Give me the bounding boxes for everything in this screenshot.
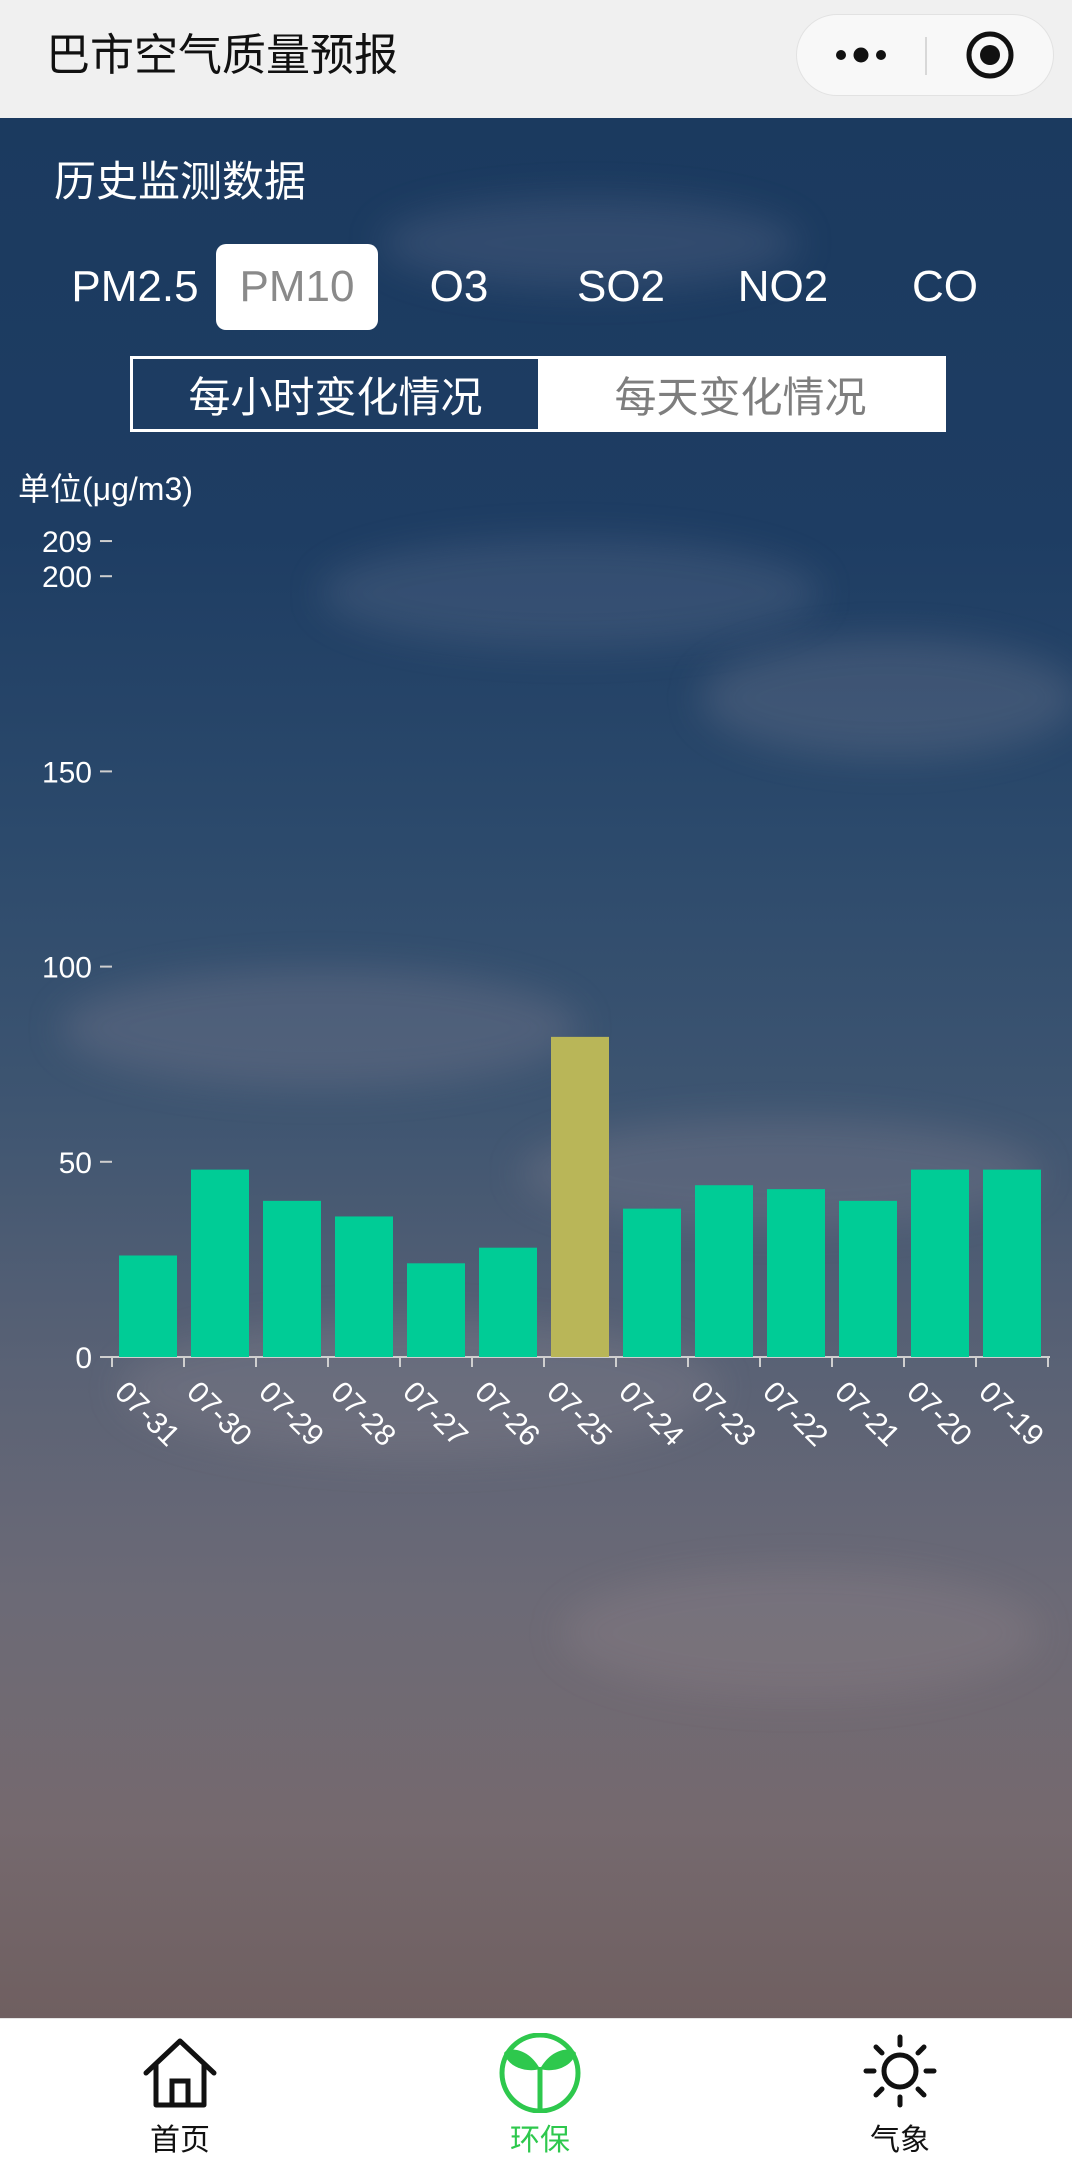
x-tick-label: 07-31 — [108, 1375, 186, 1453]
x-tick-label: 07-20 — [900, 1375, 978, 1453]
x-tick-label: 07-30 — [180, 1375, 258, 1453]
tabbar-label-env: 环保 — [510, 2123, 570, 2158]
section-title: 历史监测数据 — [54, 157, 307, 206]
bar-07-28 — [335, 1216, 393, 1357]
chart-unit-label: 单位(μg/m3) — [18, 471, 193, 507]
bar-07-22 — [767, 1189, 825, 1357]
tabbar-item-env[interactable]: 环保 — [440, 2019, 640, 2172]
more-dots-icon[interactable] — [797, 15, 925, 95]
period-switch: 每小时变化情况 每天变化情况 — [130, 356, 946, 432]
y-tick-label: 50 — [59, 1147, 92, 1180]
y-tick-label: 100 — [42, 952, 92, 985]
tab-pm25[interactable]: PM2.5 — [71, 262, 199, 311]
target-icon[interactable] — [927, 15, 1053, 95]
x-tick-label: 07-28 — [324, 1375, 402, 1453]
tabbar-label-weather: 气象 — [870, 2123, 930, 2158]
sprout-icon — [499, 2033, 581, 2113]
x-tick-label: 07-29 — [252, 1375, 330, 1453]
y-tick-label: 200 — [42, 561, 92, 594]
tab-pm10[interactable]: PM10 — [216, 244, 378, 330]
y-tick-label: 209 — [42, 526, 92, 559]
bar-07-26 — [479, 1247, 537, 1357]
home-icon — [143, 2038, 217, 2108]
tab-no2[interactable]: NO2 — [737, 262, 829, 311]
top-nav-bar: 巴市空气质量预报 — [0, 0, 1072, 118]
tabbar-label-home: 首页 — [150, 2123, 210, 2158]
x-tick-label: 07-26 — [468, 1375, 546, 1453]
capsule-divider — [925, 37, 927, 75]
tabbar-item-home[interactable]: 首页 — [80, 2019, 280, 2172]
pm10-bar-chart: 单位(μg/m3) 0 50 100 150 200 209 07-31 07-30 07-29… — [0, 118, 1072, 2018]
x-tick-label: 07-19 — [972, 1375, 1050, 1453]
bar-07-20 — [911, 1169, 969, 1357]
hourly-toggle[interactable]: 每小时变化情况 — [188, 372, 483, 422]
bar-07-31 — [119, 1255, 177, 1357]
bar-07-19 — [983, 1169, 1041, 1357]
x-tick-label: 07-24 — [612, 1375, 690, 1453]
sun-icon — [863, 2034, 937, 2108]
y-tick-label: 150 — [42, 756, 92, 789]
bar-07-30 — [191, 1169, 249, 1357]
y-tick-label: 0 — [75, 1342, 92, 1375]
bar-07-23 — [695, 1185, 753, 1357]
x-tick-label: 07-21 — [828, 1375, 906, 1453]
tab-o3[interactable]: O3 — [429, 262, 489, 311]
tabbar-item-weather[interactable]: 气象 — [800, 2019, 1000, 2172]
daily-toggle[interactable]: 每天变化情况 — [538, 359, 943, 429]
bar-07-27 — [407, 1263, 465, 1357]
bar-07-21 — [839, 1200, 897, 1357]
bar-07-29 — [263, 1200, 321, 1357]
bottom-tab-bar: 首页 环保 — [0, 2018, 1072, 2172]
tab-so2[interactable]: SO2 — [576, 262, 666, 311]
bar-07-25 — [551, 1036, 609, 1357]
bar-07-24 — [623, 1208, 681, 1357]
x-tick-label: 07-25 — [540, 1375, 618, 1453]
x-tick-label: 07-27 — [396, 1375, 474, 1453]
x-tick-label: 07-22 — [756, 1375, 834, 1453]
tab-co[interactable]: CO — [912, 262, 978, 311]
mini-program-capsule — [796, 14, 1054, 96]
x-tick-label: 07-23 — [684, 1375, 762, 1453]
page-title: 巴市空气质量预报 — [46, 30, 398, 81]
main-content: 历史监测数据 PM2.5 PM10 O3 SO2 NO2 CO 每小时变化情况 … — [0, 118, 1072, 2018]
